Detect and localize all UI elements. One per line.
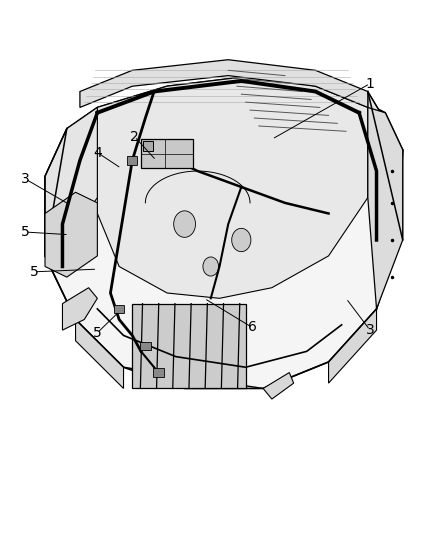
Circle shape <box>231 228 251 252</box>
Text: 4: 4 <box>93 146 102 159</box>
FancyBboxPatch shape <box>153 368 163 377</box>
Text: 3: 3 <box>21 172 30 186</box>
Text: 5: 5 <box>93 326 102 340</box>
Text: 1: 1 <box>365 77 374 91</box>
Polygon shape <box>97 76 367 298</box>
Text: 5: 5 <box>21 225 30 239</box>
Polygon shape <box>75 319 123 389</box>
Polygon shape <box>262 373 293 399</box>
Text: 5: 5 <box>30 265 39 279</box>
FancyBboxPatch shape <box>127 156 137 165</box>
FancyBboxPatch shape <box>114 305 124 313</box>
Polygon shape <box>45 76 402 389</box>
FancyBboxPatch shape <box>140 342 150 350</box>
Text: 6: 6 <box>247 320 256 335</box>
Polygon shape <box>367 108 402 309</box>
Circle shape <box>202 257 218 276</box>
FancyBboxPatch shape <box>141 139 193 168</box>
Text: 3: 3 <box>365 323 374 337</box>
Polygon shape <box>367 92 402 240</box>
Text: 2: 2 <box>130 130 138 143</box>
Polygon shape <box>62 288 97 330</box>
Polygon shape <box>132 304 245 389</box>
Polygon shape <box>45 108 97 256</box>
Polygon shape <box>45 192 97 277</box>
FancyBboxPatch shape <box>143 141 152 151</box>
Polygon shape <box>328 309 376 383</box>
Circle shape <box>173 211 195 237</box>
Polygon shape <box>80 60 367 108</box>
